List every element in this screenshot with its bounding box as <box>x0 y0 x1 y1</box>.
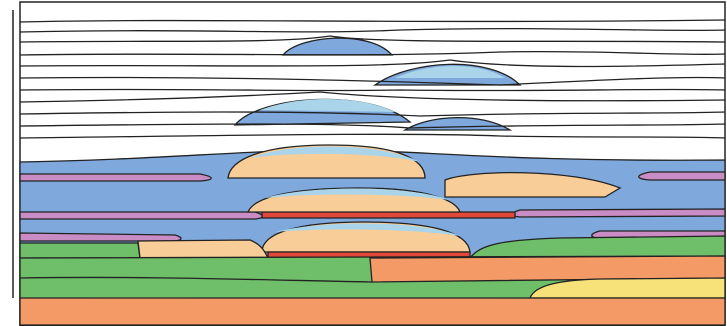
lens <box>281 37 394 56</box>
lens-cap <box>260 98 395 112</box>
yellow-lens <box>529 277 726 299</box>
boundary <box>19 276 373 283</box>
sand-lenses <box>227 144 622 253</box>
green-layer <box>468 235 726 259</box>
lens-cap <box>395 66 505 78</box>
strata-lines <box>19 19 726 139</box>
green-layer <box>19 242 141 259</box>
orange-base <box>19 296 726 326</box>
sand-wedge <box>137 239 270 259</box>
